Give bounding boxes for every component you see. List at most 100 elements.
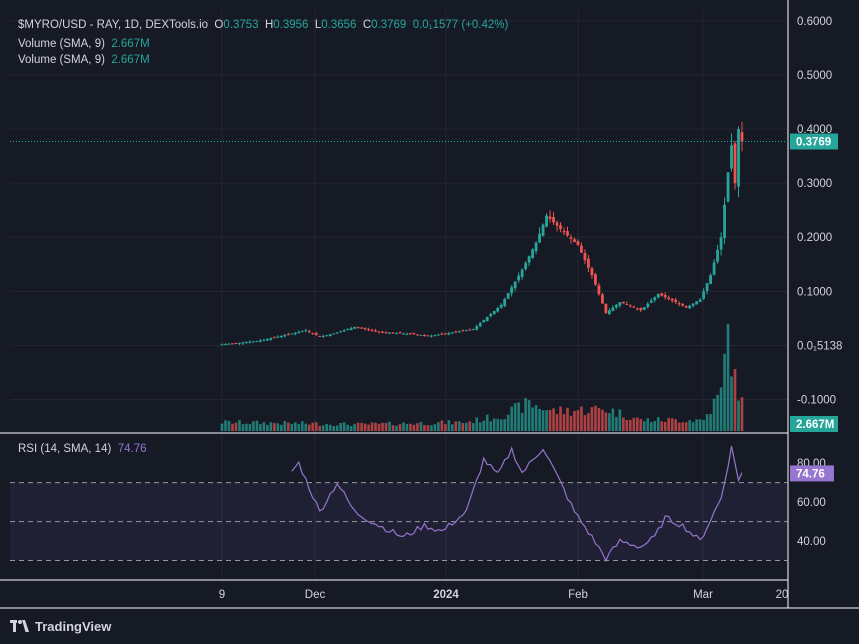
volume-bar [402, 422, 405, 431]
candle-body [562, 230, 566, 233]
candle-body [468, 329, 472, 331]
volume-bar [370, 422, 374, 431]
volume-bar [259, 424, 262, 431]
candle-body [363, 328, 367, 330]
candle-body [712, 262, 716, 275]
volume-bar [346, 424, 349, 431]
candle-body [360, 327, 363, 329]
rsi-legend: RSI (14, SMA, 14) 74.76 [18, 443, 147, 455]
candle-body [377, 331, 381, 333]
volume-bar [506, 414, 510, 431]
candle-body [681, 304, 685, 306]
volume-legend-1: Volume (SMA, 9) 2.667M [18, 38, 150, 50]
candle-body [332, 333, 336, 335]
volume-bar [241, 424, 245, 431]
candle-body [670, 298, 674, 301]
rsi-tick-label: 40.00 [797, 536, 826, 548]
brand-name: TradingView [35, 619, 112, 634]
candle-body [279, 335, 283, 338]
candle-body [443, 333, 447, 335]
candle-body [374, 330, 377, 332]
tradingview-logo[interactable]: TradingView [10, 619, 111, 634]
volume-bar [496, 418, 500, 431]
volume-bar [587, 413, 590, 431]
volume-bar [674, 419, 677, 431]
volume-bar [513, 403, 517, 431]
candle-body [583, 253, 587, 261]
candle-body [663, 294, 667, 298]
candle-body [423, 335, 426, 337]
candle-body [276, 336, 280, 338]
candle-body [286, 334, 290, 336]
volume-bar [464, 422, 468, 431]
volume-bar [726, 323, 730, 431]
candle-body [489, 313, 493, 317]
candle-body [499, 304, 503, 308]
candle-body [705, 283, 709, 292]
candle-body [573, 239, 576, 243]
volume-bar [447, 420, 451, 431]
volume-bar [245, 423, 248, 431]
volume-bar [670, 418, 674, 431]
volume-bar [395, 425, 398, 431]
candle-body [534, 242, 538, 252]
candle-body [475, 326, 479, 330]
candle-body [321, 335, 325, 337]
volume-bar [594, 405, 597, 431]
volume-legend-2: Volume (SMA, 9) 2.667M [18, 54, 150, 66]
candle-body [698, 299, 702, 302]
volume-bar [615, 416, 618, 431]
volume-bar [632, 417, 636, 431]
candle-body [339, 331, 343, 333]
time-tick-label: Dec [305, 589, 326, 601]
volume-bar [384, 422, 388, 431]
candle-body [419, 334, 423, 336]
volume-bar [562, 414, 566, 431]
volume-bar [541, 410, 545, 431]
volume-bar [227, 420, 231, 431]
candle-body [709, 275, 712, 284]
volume-bar [520, 412, 524, 431]
candle-body [702, 291, 706, 299]
volume-bar [492, 418, 496, 431]
candle-body [684, 306, 688, 308]
low-value: 0.3656 [321, 19, 357, 31]
candle-body [426, 335, 430, 337]
candle-body [503, 298, 507, 306]
candle-body [555, 222, 559, 226]
candle-body [660, 293, 664, 296]
time-tick-label: 9 [219, 589, 225, 601]
volume-bar [321, 425, 325, 431]
candle-body [611, 307, 615, 311]
candle-body [482, 320, 486, 323]
volume-bar [451, 424, 454, 431]
candle-body [527, 256, 531, 263]
candle-body [691, 303, 695, 306]
volume-bar [430, 425, 433, 431]
change-value: 0.0₁1577 (+0.42%) [412, 19, 509, 31]
candle-body [646, 303, 650, 308]
candle-body [314, 333, 318, 336]
candle-body [548, 216, 552, 219]
candle-body [447, 332, 451, 335]
candle-body [328, 334, 332, 337]
volume-bar [311, 422, 315, 431]
volume-bar [416, 423, 419, 431]
volume-bar [220, 423, 224, 431]
volume-bar [597, 408, 601, 431]
candle-body [388, 332, 391, 334]
volume-bar [538, 408, 541, 431]
candle-body [318, 335, 322, 337]
volume-bar [444, 424, 447, 431]
volume-bar [737, 400, 740, 431]
volume-bar [234, 422, 238, 431]
volume-bar [691, 422, 695, 431]
candle-body [272, 337, 276, 339]
candle-body [513, 281, 517, 289]
candle-body [576, 241, 580, 246]
candle-body [454, 331, 458, 333]
candle-body [726, 172, 730, 202]
candle-body [356, 327, 360, 329]
volume-bar [625, 420, 629, 431]
